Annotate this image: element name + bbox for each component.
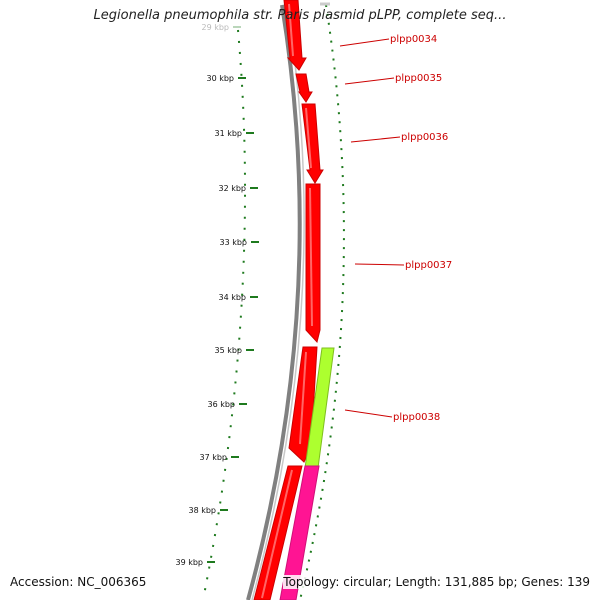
outer-dotted-track <box>299 4 345 600</box>
map-title: Legionella pneumophila str. Paris plasmi… <box>93 8 507 23</box>
ruler-tick-label: 38 kbp <box>188 506 216 515</box>
gene-highlights <box>261 3 313 599</box>
ruler-tick-label: 29 kbp <box>201 23 229 32</box>
ruler-tick-label: 34 kbp <box>218 293 246 302</box>
ruler-tick-label: 39 kbp <box>175 558 203 567</box>
backbone-ring <box>246 4 302 600</box>
gene-label-leader <box>350 136 401 143</box>
ruler-tick-label: 30 kbp <box>206 74 234 83</box>
gene-label[interactable]: plpp0037 <box>405 260 452 271</box>
accession-text: Accession: NC_006365 <box>10 575 147 589</box>
gene-label-leader <box>354 263 405 266</box>
ruler-tick-label: 35 kbp <box>214 346 242 355</box>
topology-summary: Topology: circular; Length: 131,885 bp; … <box>283 575 590 589</box>
gene-label[interactable]: plpp0034 <box>390 34 437 45</box>
gene-labels: plpp0034 plpp0035 plpp0036 plpp0037 plpp0038 <box>339 34 452 423</box>
backbone-ring-inner <box>251 4 305 600</box>
gene-label-leader <box>344 409 393 418</box>
gene-label[interactable]: plpp0035 <box>395 73 442 84</box>
ruler-tick-label: 31 kbp <box>214 129 242 138</box>
gene-arrow-plpp0037[interactable] <box>305 183 321 344</box>
gene-arrow-plpp0036[interactable] <box>301 103 324 184</box>
forward-genes <box>253 0 324 600</box>
gene-arrow-plpp0035[interactable] <box>295 73 313 103</box>
feature-pink[interactable] <box>279 465 320 600</box>
gene-label[interactable]: plpp0038 <box>393 412 440 423</box>
ruler-tick-label: 36 kbp <box>207 400 235 409</box>
ruler-tick-label: 33 kbp <box>219 238 247 247</box>
ruler-dotted-track <box>203 29 247 596</box>
ruler: 29 kbp 30 kbp 31 kbp 32 kbp 33 kbp 34 kbp 35 k… <box>175 23 259 567</box>
gene-label-leader <box>344 77 395 85</box>
ruler-tick-label: 32 kbp <box>218 184 246 193</box>
gene-label[interactable]: plpp0036 <box>401 132 448 143</box>
ruler-tick-label: 37 kbp <box>199 453 227 462</box>
gene-label-leader <box>339 38 390 47</box>
